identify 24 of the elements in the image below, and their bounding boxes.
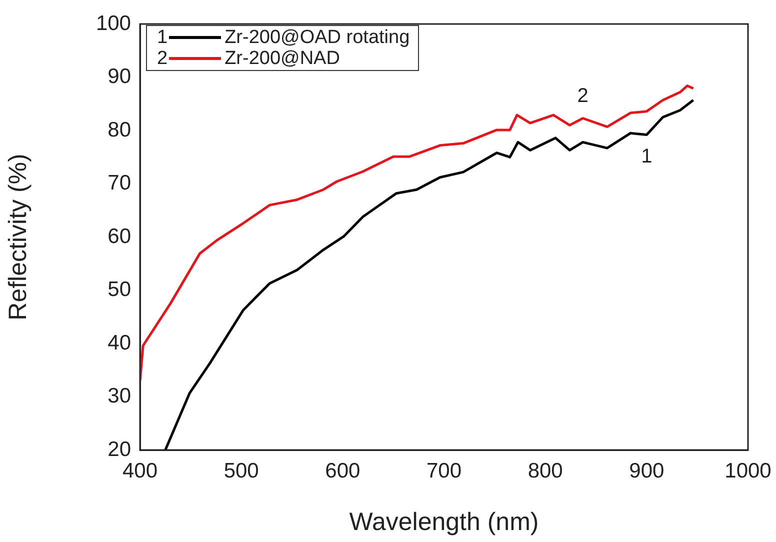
x-tick-label: 1000 — [724, 459, 772, 482]
annotation: 1 — [641, 145, 652, 168]
x-tick-label: 600 — [325, 459, 360, 482]
y-tick-label: 20 — [108, 438, 131, 461]
y-tick-label: 50 — [108, 278, 131, 302]
legend-label: Zr-200@NAD — [224, 48, 340, 69]
annotation: 2 — [577, 84, 588, 107]
y-tick-label: 100 — [96, 12, 131, 35]
y-tick-label: 40 — [108, 331, 131, 354]
x-tick-label: 700 — [426, 459, 462, 482]
x-tick-label: 900 — [629, 459, 664, 482]
x-tick-label: 800 — [528, 459, 563, 482]
y-tick-label: 30 — [108, 384, 131, 408]
y-tick-label: 70 — [108, 172, 131, 195]
y-tick-label: 80 — [108, 118, 131, 142]
x-axis-title: Wavelength (nm) — [349, 508, 539, 536]
y-tick-label: 60 — [108, 224, 131, 248]
text: 2 — [157, 48, 168, 69]
x-tick-label: 400 — [122, 459, 158, 482]
text: 1 — [157, 27, 168, 48]
y-tick-label: 90 — [108, 65, 131, 88]
y-axis-title: Reflectivity (%) — [4, 154, 32, 320]
legend-label: Zr-200@OAD rotating — [224, 27, 410, 48]
x-tick-label: 500 — [224, 459, 259, 482]
